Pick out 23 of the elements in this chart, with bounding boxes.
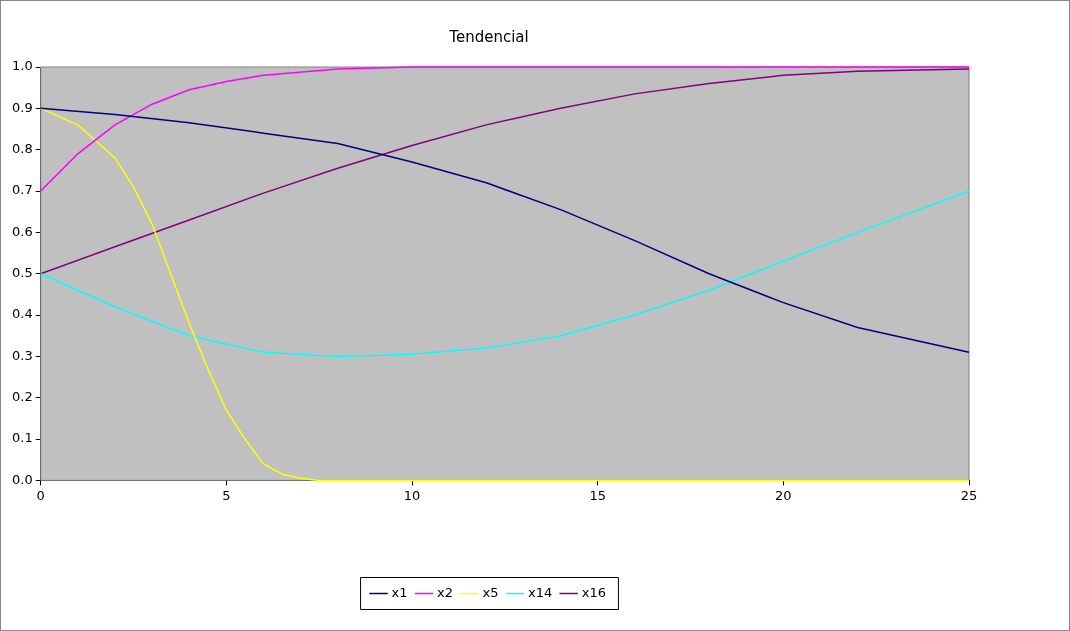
y-tick-label: 1.0 <box>11 58 33 74</box>
x-tick-label: 20 <box>775 487 792 503</box>
legend-label: x2 <box>437 584 453 600</box>
y-tick-label: 0.3 <box>11 347 33 363</box>
y-tick-label: 0.6 <box>11 223 33 239</box>
y-tick-label: 0.9 <box>11 99 33 115</box>
y-tick-label: 0.5 <box>11 265 33 281</box>
x-tick-label: 5 <box>222 487 231 503</box>
legend-label: x5 <box>482 584 499 600</box>
x-tick-label: 10 <box>403 487 421 503</box>
legend-label: x14 <box>527 584 553 600</box>
y-tick-label: 0.7 <box>11 182 33 198</box>
x-tick-label: 25 <box>960 487 978 503</box>
chart-title: Tendencial <box>448 27 529 46</box>
x-tick-label: 15 <box>589 487 606 503</box>
y-tick-label: 0.8 <box>11 141 33 157</box>
legend-label: x1 <box>391 584 408 600</box>
y-tick-label: 0.2 <box>11 389 33 405</box>
x-tick-label: 0 <box>36 487 45 503</box>
y-tick-label: 0.1 <box>11 430 33 446</box>
y-tick-label: 0.0 <box>11 471 33 487</box>
legend-label: x16 <box>581 584 606 600</box>
y-tick-label: 0.4 <box>11 306 33 322</box>
